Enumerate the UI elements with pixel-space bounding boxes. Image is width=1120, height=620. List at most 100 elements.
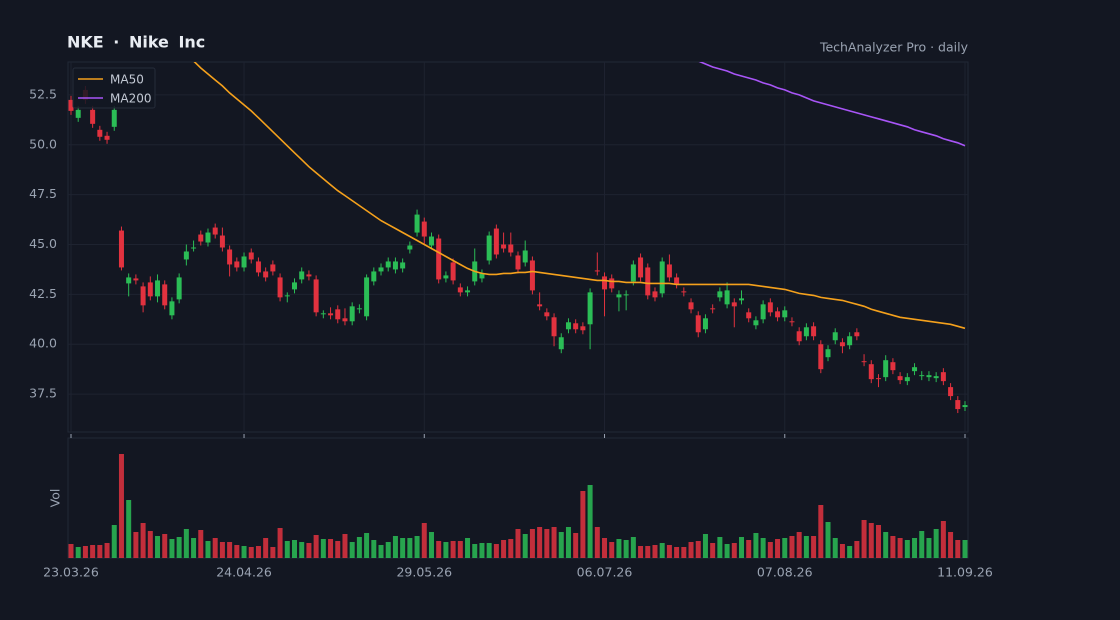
x-tick-label: 06.07.26 <box>577 565 633 580</box>
candle-body <box>652 291 658 298</box>
candle-body <box>248 252 254 260</box>
candle-body <box>875 378 881 380</box>
volume-bar <box>270 547 276 558</box>
volume-bar <box>227 542 233 558</box>
candle-body <box>666 264 672 278</box>
volume-bar <box>320 539 326 558</box>
chart-subtitle: TechAnalyzer Pro · daily <box>819 40 969 55</box>
candle-body <box>486 235 492 261</box>
volume-bar <box>529 529 535 558</box>
candle-body <box>609 278 615 289</box>
chart-title: NKE · Nike Inc <box>67 33 205 52</box>
volume-bar <box>140 523 146 558</box>
candle-body <box>147 282 153 297</box>
candle-body <box>739 298 744 301</box>
volume-bar <box>97 545 103 558</box>
candle-body <box>573 323 579 330</box>
volume-bar <box>299 542 305 558</box>
candle-body <box>241 256 247 268</box>
volume-bar <box>883 532 889 558</box>
volume-bar <box>904 540 910 558</box>
candle-body <box>183 251 189 260</box>
volume-bar <box>623 540 629 558</box>
volume-bar <box>537 527 543 558</box>
volume-bar <box>198 530 204 558</box>
candle-body <box>292 282 297 290</box>
candle-body <box>753 320 759 326</box>
volume-bar <box>133 532 139 558</box>
volume-bar <box>183 529 189 558</box>
volume-bar <box>335 541 341 558</box>
volume-bar <box>472 544 478 558</box>
volume-bar <box>789 536 795 558</box>
price-panel <box>67 61 969 433</box>
candle-body <box>638 257 644 278</box>
candle-body <box>421 221 427 237</box>
volume-bar <box>753 533 759 558</box>
volume-bar <box>760 538 766 558</box>
volume-bar <box>508 539 514 558</box>
candle-body <box>198 234 204 242</box>
candle-body <box>940 372 946 382</box>
candle-body <box>493 228 499 255</box>
volume-bar <box>155 536 161 558</box>
candle-body <box>97 129 103 137</box>
volume-bar <box>702 534 708 558</box>
volume-bar <box>126 500 132 558</box>
volume-bar <box>356 537 362 558</box>
candle-body <box>775 311 781 318</box>
candle-body <box>342 318 348 322</box>
volume-bar <box>847 546 853 558</box>
candle-body <box>919 375 925 377</box>
candle-body <box>270 264 276 272</box>
candle-body <box>710 308 716 310</box>
volume-bar <box>176 537 182 558</box>
candle-body <box>263 271 269 278</box>
volume-bar <box>241 546 247 558</box>
y-tick-label: 50.0 <box>29 136 57 151</box>
candle-body <box>501 244 507 249</box>
candle-body <box>933 376 939 379</box>
volume-bar <box>681 547 687 558</box>
legend-label: MA200 <box>110 92 151 106</box>
volume-bar <box>118 454 124 558</box>
volume-bar <box>515 529 521 558</box>
candle-body <box>320 313 326 315</box>
candle-body <box>378 267 384 272</box>
volume-bar <box>645 546 651 558</box>
candle-body <box>767 302 773 313</box>
volume-bar <box>414 536 420 558</box>
candle-body <box>328 313 334 316</box>
ma-line <box>193 62 966 330</box>
volume-bar <box>551 527 557 558</box>
candle-body <box>68 99 74 111</box>
candle-body <box>118 230 124 268</box>
x-tick-label: 07.08.26 <box>757 565 813 580</box>
x-tick-label: 24.04.26 <box>216 565 272 580</box>
candle-body <box>926 375 932 378</box>
volume-bar <box>169 539 175 558</box>
candle-body <box>111 109 117 127</box>
volume-bar <box>248 547 254 558</box>
legend-label: MA50 <box>110 73 144 87</box>
volume-bar <box>306 543 312 558</box>
volume-bar <box>955 540 961 558</box>
candle-body <box>104 135 110 140</box>
volume-bar <box>926 538 932 558</box>
volume-bar <box>219 542 225 558</box>
candle-body <box>688 302 694 310</box>
volume-bar <box>104 543 110 558</box>
volume-bar <box>775 539 781 558</box>
y-tick-label: 37.5 <box>29 386 57 401</box>
candle-body <box>414 214 420 233</box>
candle-body <box>803 327 809 337</box>
candle-body <box>623 294 629 296</box>
volume-bar <box>212 538 218 558</box>
candle-body <box>630 264 636 282</box>
volume-bar <box>558 532 564 558</box>
candle-body <box>508 244 514 253</box>
candle-body <box>162 284 168 306</box>
volume-bar <box>739 537 744 558</box>
volume-bar <box>205 541 211 558</box>
